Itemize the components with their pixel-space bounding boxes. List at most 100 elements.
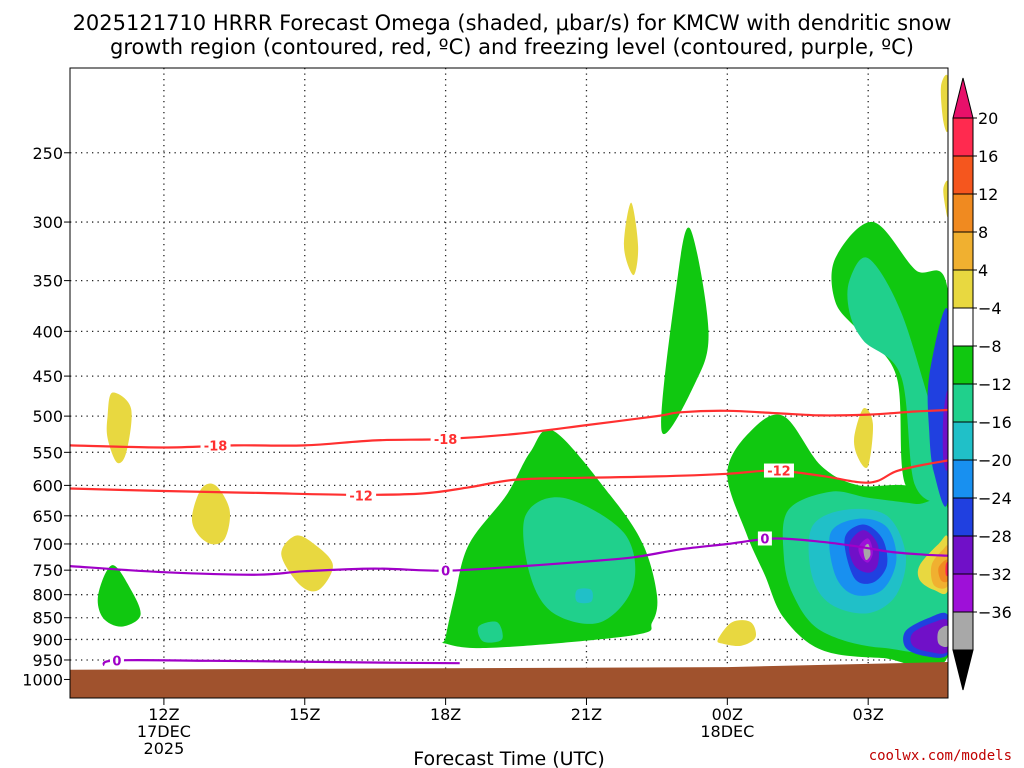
colorbar-label-5: −4	[978, 299, 1002, 318]
x-tick-label-00Z-0: 00Z	[712, 705, 743, 724]
contour-label-freezing-level-lower-0: 0	[112, 654, 121, 669]
y-tick-label-700: 700	[32, 535, 63, 554]
omega-region-3	[575, 588, 593, 604]
y-tick-label-450: 450	[32, 367, 63, 386]
colorbar-label-8: −16	[978, 413, 1012, 432]
x-tick-label-12Z-1: 17DEC	[137, 722, 191, 741]
y-tick-label-250: 250	[32, 144, 63, 163]
terrain	[70, 662, 948, 698]
colorbar-segment-10	[952, 497, 974, 537]
chart-title-line-2: growth region (contoured, red, ºC) and f…	[110, 35, 914, 59]
colorbar: 20 16 12 8 4 −4 −8 −12 −16 −20 −24 −28 −32 −36	[952, 77, 1012, 691]
x-tick-label-15Z-0: 15Z	[289, 705, 320, 724]
colorbar-segment-13	[952, 611, 974, 651]
omega-region-15	[927, 308, 948, 507]
contour-label-dgz-minus-18-0: -18	[204, 439, 228, 454]
colorbar-label-13: −36	[978, 603, 1012, 622]
omega-region-31	[943, 180, 948, 218]
y-tick-label-400: 400	[32, 322, 63, 341]
omega-region-28	[717, 620, 757, 647]
colorbar-segment-2	[952, 193, 974, 233]
contour-label-bg-dgz-minus-12-0	[346, 488, 377, 503]
y-tick-label-650: 650	[32, 507, 63, 526]
contour-label-dgz-minus-18-1: -18	[434, 433, 458, 448]
colorbar-bottom-arrow	[952, 649, 974, 691]
colorbar-segment-7	[952, 383, 974, 423]
x-tick-label-12Z-0: 12Z	[148, 705, 179, 724]
contour-label-freezing-level-upper-1: 0	[760, 532, 769, 547]
x-tick-label-03Z-0: 03Z	[853, 705, 884, 724]
colorbar-segment-1	[952, 155, 974, 195]
colorbar-label-7: −12	[978, 375, 1012, 394]
contour-freezing-level-upper	[70, 537, 948, 576]
colorbar-label-9: −20	[978, 451, 1012, 470]
omega-region-32	[97, 565, 141, 627]
x-tick-label-18Z-0: 18Z	[430, 705, 461, 724]
omega-region-7	[847, 257, 948, 503]
omega-region-30	[940, 74, 948, 133]
omega-shading	[97, 74, 948, 669]
y-tick-label-500: 500	[32, 407, 63, 426]
y-tick-label-300: 300	[32, 213, 63, 232]
y-tick-label-850: 850	[32, 609, 63, 628]
omega-region-19	[937, 625, 948, 647]
colorbar-label-10: −24	[978, 489, 1012, 508]
colorbar-segment-9	[952, 459, 974, 499]
colorbar-segment-11	[952, 535, 974, 575]
contour-label-bg-freezing-level-lower-0	[109, 653, 124, 668]
colorbar-segment-5	[952, 307, 974, 347]
colorbar-label-2: 12	[978, 185, 998, 204]
contour-labels: -18 -18 -12 -12 0 0 0	[109, 431, 794, 669]
y-tick-label-800: 800	[32, 586, 63, 605]
omega-region-23	[945, 561, 948, 577]
omega-region-25	[191, 483, 231, 545]
omega-region-29	[853, 407, 874, 468]
contour-label-bg-dgz-minus-12-1	[763, 463, 794, 478]
colorbar-segment-4	[952, 269, 974, 309]
omega-region-26	[281, 535, 333, 592]
credit-text: coolwx.com/models	[869, 748, 1012, 764]
colorbar-segment-12	[952, 573, 974, 613]
contour-label-bg-dgz-minus-18-0	[200, 438, 231, 453]
contour-label-dgz-minus-12-1: -12	[767, 465, 791, 480]
colorbar-top-arrow	[952, 77, 974, 119]
chart-title-line-1: 2025121710 HRRR Forecast Omega (shaded, …	[73, 11, 952, 35]
y-tick-label-550: 550	[32, 443, 63, 462]
x-axis-title: Forecast Time (UTC)	[413, 748, 604, 768]
y-tick-label-350: 350	[32, 272, 63, 291]
omega-region-27	[623, 202, 639, 276]
colorbar-label-1: 16	[978, 147, 998, 166]
omega-region-4	[661, 227, 709, 435]
x-tick-label-00Z-1: 18DEC	[700, 722, 754, 741]
colorbar-segment-8	[952, 421, 974, 461]
omega-region-1	[523, 497, 636, 624]
omega-region-2	[477, 621, 503, 643]
contour-label-dgz-minus-12-0: -12	[349, 489, 373, 504]
colorbar-label-3: 8	[978, 223, 988, 242]
contour-dgz-minus-18	[70, 408, 948, 449]
y-tick-label-900: 900	[32, 630, 63, 649]
x-tick-label-21Z-0: 21Z	[571, 705, 602, 724]
colorbar-label-4: 4	[978, 261, 988, 280]
plot-frame	[69, 67, 949, 699]
x-tick-label-12Z-2: 2025	[144, 739, 185, 758]
colorbar-segment-0	[952, 117, 974, 157]
contour-label-bg-dgz-minus-18-1	[430, 431, 461, 446]
colorbar-segment-6	[952, 345, 974, 385]
terrain-fill	[70, 662, 948, 698]
y-tick-label-1000: 1000	[22, 670, 63, 689]
contour-label-bg-freezing-level-upper-0	[438, 563, 453, 578]
y-tick-label-950: 950	[32, 651, 63, 670]
colorbar-label-6: −8	[978, 337, 1002, 356]
omega-region-22	[938, 559, 948, 583]
colorbar-label-11: −28	[978, 527, 1012, 546]
y-tick-label-750: 750	[32, 561, 63, 580]
y-axis: 250 300 350 400 450 500 550 600 650 700 750 800 850 9…	[22, 144, 70, 689]
contour-label-freezing-level-upper-0: 0	[441, 565, 450, 580]
contour-label-bg-freezing-level-upper-1	[757, 531, 772, 546]
colorbar-label-12: −32	[978, 565, 1012, 584]
colorbar-segment-3	[952, 231, 974, 271]
colorbar-label-0: 20	[978, 109, 998, 128]
